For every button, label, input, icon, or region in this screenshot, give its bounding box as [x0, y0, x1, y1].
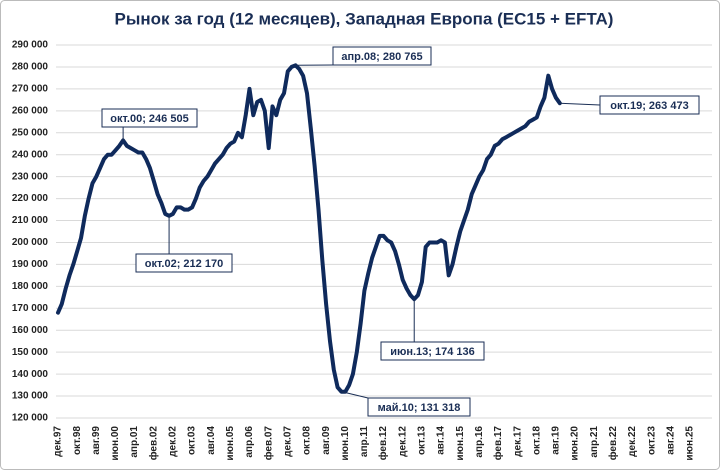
annotation-label: июн.13; 174 136: [390, 346, 475, 358]
y-tick-label: 210 000: [12, 215, 49, 226]
y-tick-label: 120 000: [12, 413, 49, 424]
y-tick-label: 200 000: [12, 237, 49, 248]
annotation-label: окт.19; 263 473: [610, 100, 688, 112]
x-tick-label: дек.17: [512, 426, 523, 457]
x-tick-label: окт.18: [531, 426, 542, 455]
annotation-box: [380, 341, 485, 361]
x-tick-label: апр.21: [589, 426, 600, 458]
x-tick-label: авг.24: [665, 426, 676, 455]
x-tick-label: июн.20: [570, 426, 581, 461]
x-tick-label: авг.04: [206, 426, 217, 455]
annotation-connector: [559, 102, 601, 106]
x-tick-label: июн.00: [110, 426, 121, 461]
annotation-box: [367, 397, 471, 417]
annotation-label: окт.02; 212 170: [145, 258, 223, 270]
x-tick-label: июн.05: [225, 426, 236, 461]
x-tick-label: июн.15: [455, 426, 466, 461]
x-tick-label: авг.09: [321, 426, 332, 455]
annotation-label: май.10; 131 318: [378, 402, 461, 414]
x-tick-label: фев.02: [147, 426, 159, 461]
x-tick-label: апр.16: [474, 426, 485, 458]
y-tick-label: 220 000: [12, 193, 49, 204]
chart-title: Рынок за год (12 месяцев), Западная Евро…: [115, 9, 614, 28]
x-tick-label: дек.07: [282, 426, 293, 457]
x-tick-label: апр.01: [129, 426, 140, 458]
x-tick-label: окт.03: [187, 426, 198, 455]
x-tick-label: окт.98: [72, 426, 83, 455]
y-tick-label: 240 000: [12, 149, 49, 160]
y-tick-label: 250 000: [12, 127, 49, 138]
y-tick-label: 170 000: [12, 303, 49, 314]
y-tick-label: 190 000: [12, 259, 49, 270]
x-tick-label: фев.22: [607, 426, 619, 461]
y-tick-label: 260 000: [12, 105, 49, 116]
y-tick-label: 270 000: [12, 84, 49, 95]
y-tick-label: 140 000: [12, 369, 49, 380]
y-tick-label: 280 000: [12, 62, 49, 73]
x-tick-label: окт.08: [302, 426, 313, 455]
x-tick-label: дек.97: [53, 426, 64, 457]
annotation-label: окт.00; 246 505: [110, 113, 188, 125]
y-tick-label: 290 000: [12, 40, 49, 51]
x-tick-label: апр.06: [244, 426, 255, 458]
x-tick-label: фев.07: [262, 426, 274, 461]
x-tick-label: авг.14: [436, 426, 447, 455]
annotation-box: [332, 46, 432, 66]
y-tick-label: 160 000: [12, 325, 49, 336]
series-line: [56, 63, 562, 394]
annotation-label: апр.08; 280 765: [341, 51, 422, 63]
x-tick-label: апр.11: [359, 426, 370, 457]
x-tick-label: авг.19: [551, 426, 562, 455]
x-tick-label: окт.13: [417, 426, 428, 455]
x-tick-label: июн.10: [340, 426, 351, 461]
annotation-box: [135, 253, 233, 273]
y-tick-label: 150 000: [12, 347, 49, 358]
annotation-connector: [341, 391, 369, 399]
y-tick-label: 230 000: [12, 171, 49, 182]
x-tick-label: дек.22: [627, 426, 638, 457]
x-tick-label: авг.99: [91, 426, 102, 455]
x-tick-label: фев.12: [377, 426, 389, 461]
x-tick-label: дек.12: [397, 426, 408, 457]
y-tick-label: 130 000: [12, 391, 49, 402]
y-tick-label: 180 000: [12, 281, 49, 292]
x-tick-label: фев.17: [492, 426, 504, 461]
x-tick-label: дек.02: [168, 426, 179, 457]
annotation-box: [101, 108, 198, 128]
x-tick-label: июн.25: [685, 426, 696, 461]
x-tick-label: окт.23: [646, 426, 657, 455]
annotation-box: [599, 95, 700, 115]
